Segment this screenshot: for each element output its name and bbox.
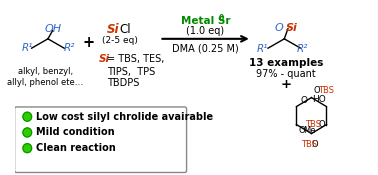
Text: O: O (311, 140, 318, 149)
Text: TBS: TBS (305, 120, 321, 129)
Text: (2-5 eq): (2-5 eq) (102, 36, 138, 45)
Text: +: + (83, 35, 95, 50)
Circle shape (23, 144, 32, 153)
Text: DMA (0.25 M): DMA (0.25 M) (172, 43, 239, 53)
Text: R²: R² (297, 44, 308, 54)
Text: Si: Si (286, 23, 298, 33)
FancyBboxPatch shape (15, 107, 187, 173)
Text: Si: Si (107, 23, 119, 36)
Text: R¹: R¹ (257, 44, 268, 54)
Text: = TBS, TES,: = TBS, TES, (107, 54, 165, 64)
Text: 0: 0 (219, 14, 224, 23)
Text: OH: OH (44, 25, 61, 34)
Text: +: + (280, 78, 291, 91)
Text: TBS: TBS (318, 86, 334, 95)
Text: R¹: R¹ (22, 43, 33, 53)
Text: TBS: TBS (301, 140, 317, 149)
Text: R²: R² (63, 43, 74, 53)
Text: 13 examples: 13 examples (249, 58, 323, 68)
Text: Low cost silyl chrolide avairable: Low cost silyl chrolide avairable (36, 112, 214, 122)
Text: Cl: Cl (119, 23, 131, 36)
Text: Me: Me (303, 126, 315, 135)
Text: Clean reaction: Clean reaction (36, 143, 116, 153)
Text: O: O (275, 23, 284, 33)
Text: HO: HO (312, 95, 326, 104)
Text: Mild condition: Mild condition (36, 127, 115, 137)
Text: O: O (313, 86, 320, 95)
Text: 97% - quant: 97% - quant (256, 69, 316, 79)
Text: (1.0 eq): (1.0 eq) (186, 26, 225, 36)
Text: alkyl, benzyl,
allyl, phenol ete…: alkyl, benzyl, allyl, phenol ete… (7, 67, 84, 87)
Text: O: O (298, 126, 305, 135)
Text: TIPS,  TPS: TIPS, TPS (107, 67, 155, 77)
Text: Metal Sr: Metal Sr (181, 16, 230, 26)
Text: TBDPS: TBDPS (107, 78, 139, 88)
Text: O: O (318, 120, 325, 129)
Circle shape (23, 128, 32, 137)
Text: Si: Si (99, 54, 110, 64)
Circle shape (23, 112, 32, 121)
Text: O: O (301, 96, 307, 105)
